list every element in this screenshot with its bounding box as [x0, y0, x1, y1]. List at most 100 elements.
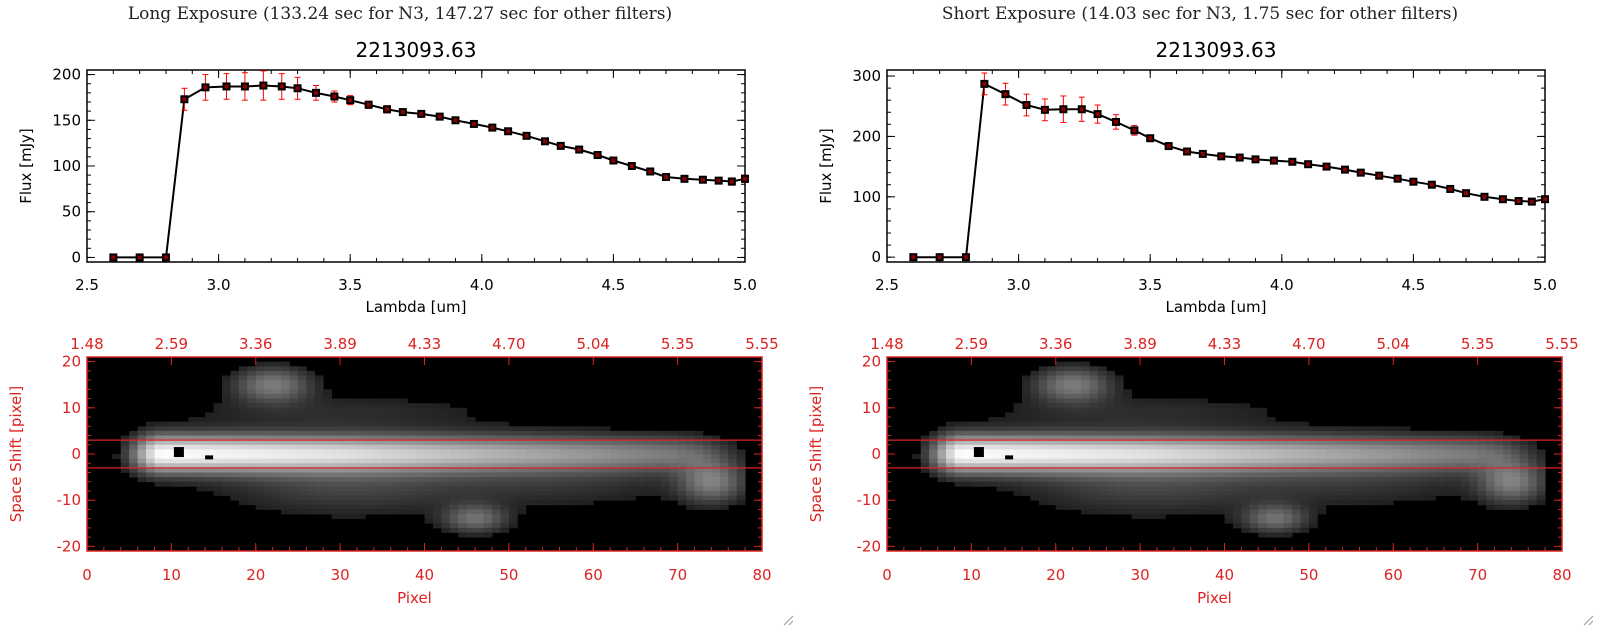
image-pixel: [525, 486, 535, 492]
image-pixel: [954, 477, 964, 483]
short-exposure-figure: 2213093.632.5 3.0 3.5 4.0 4.5 5.00100200300La…: [807, 38, 1579, 607]
image-pixel: [306, 398, 316, 404]
image-pixel: [736, 458, 746, 464]
image-pixel: [567, 449, 577, 455]
data-point-core: [1271, 158, 1276, 163]
image-pixel: [179, 449, 189, 455]
image-pixel: [1486, 504, 1495, 510]
image-pixel: [213, 449, 223, 455]
image-pixel: [694, 467, 704, 473]
image-pixel: [466, 435, 476, 441]
image-pixel: [954, 449, 964, 455]
image-pixel: [1148, 509, 1158, 515]
image-pixel: [432, 430, 442, 436]
image-pixel: [1064, 407, 1074, 413]
image-pixel: [1502, 449, 1512, 455]
image-pixel: [171, 440, 181, 446]
image-pixel: [382, 463, 392, 469]
image-pixel: [1308, 486, 1318, 492]
image-pixel: [1030, 426, 1040, 432]
image-pixel: [1097, 435, 1107, 441]
image-pixel: [1055, 477, 1065, 483]
image-pixel: [1519, 504, 1529, 510]
image-pixel: [449, 412, 459, 418]
image-pixel: [289, 403, 299, 409]
y-tick-label: 200: [52, 66, 81, 84]
image-pixel: [1216, 430, 1225, 436]
image-pixel: [483, 430, 493, 436]
image-pixel: [1477, 490, 1487, 496]
image-pixel: [1140, 490, 1149, 496]
image-pixel: [500, 458, 510, 464]
image-pixel: [424, 490, 434, 496]
long-exposure-figure: 2213093.632.5 3.0 3.5 4.0 4.5 5.0050100150200…: [7, 38, 779, 607]
image-pixel: [449, 417, 459, 423]
image-pixel: [1469, 481, 1479, 487]
image-pixel: [1030, 403, 1040, 409]
image-pixel: [247, 477, 257, 483]
image-pixel: [399, 430, 409, 436]
image-pixel: [466, 440, 476, 446]
image-pixel: [1359, 467, 1369, 473]
image-pixel: [222, 467, 231, 473]
image-pixel: [264, 370, 274, 376]
image-pixel: [1216, 417, 1225, 423]
image-pixel: [264, 421, 274, 427]
image-pixel: [1351, 435, 1360, 441]
image-pixel: [1308, 518, 1318, 524]
image-pixel: [1325, 449, 1335, 455]
image-pixel: [1064, 426, 1074, 432]
image-pixel: [129, 472, 139, 478]
image-pixel: [230, 430, 240, 436]
image-pixel: [1283, 458, 1293, 464]
image-pixel: [610, 449, 619, 455]
image-pixel: [365, 472, 375, 478]
image-pixel: [525, 500, 535, 506]
image-pixel: [272, 444, 282, 450]
image-pixel: [576, 467, 586, 473]
image-pixel: [1494, 481, 1504, 487]
image-pixel: [525, 430, 535, 436]
image-pixel: [525, 472, 535, 478]
image-pixel: [1123, 417, 1133, 423]
image-pixel: [357, 467, 366, 473]
image-pixel: [1173, 486, 1183, 492]
image-pixel: [1477, 463, 1487, 469]
image-pixel: [1232, 412, 1242, 418]
image-pixel: [686, 430, 695, 436]
image-pixel: [1469, 449, 1479, 455]
image-pixel: [920, 454, 930, 460]
image-pixel: [1351, 481, 1360, 487]
image-pixel: [1157, 440, 1166, 446]
image-pixel: [154, 481, 164, 487]
image-pixel: [1502, 435, 1512, 441]
image-pixel: [1047, 458, 1057, 464]
image-pixel: [1207, 444, 1217, 450]
resize-grip-icon[interactable]: [1580, 612, 1594, 626]
image-pixel: [1435, 467, 1445, 473]
image-pixel: [323, 444, 333, 450]
image-pixel: [264, 389, 274, 395]
image-pixel: [289, 454, 299, 460]
image-pixel: [988, 481, 998, 487]
image-pixel: [1224, 412, 1234, 418]
image-pixel: [424, 518, 434, 524]
image-pixel: [559, 435, 569, 441]
image-pixel: [449, 504, 459, 510]
x-tick-label: 60: [584, 566, 603, 584]
image-pixel: [1275, 444, 1284, 450]
resize-grip-icon[interactable]: [780, 612, 794, 626]
image-pixel: [357, 463, 366, 469]
image-pixel: [1216, 467, 1225, 473]
image-pixel: [1173, 463, 1183, 469]
image-pixel: [1393, 481, 1403, 487]
image-pixel: [1055, 366, 1065, 372]
image-pixel: [551, 477, 560, 483]
image-pixel: [205, 481, 214, 487]
image-pixel: [1351, 467, 1360, 473]
image-pixel: [382, 449, 392, 455]
image-pixel: [1401, 477, 1411, 483]
image-pixel: [1258, 412, 1268, 418]
image-pixel: [1148, 514, 1158, 520]
image-pixel: [1182, 440, 1192, 446]
